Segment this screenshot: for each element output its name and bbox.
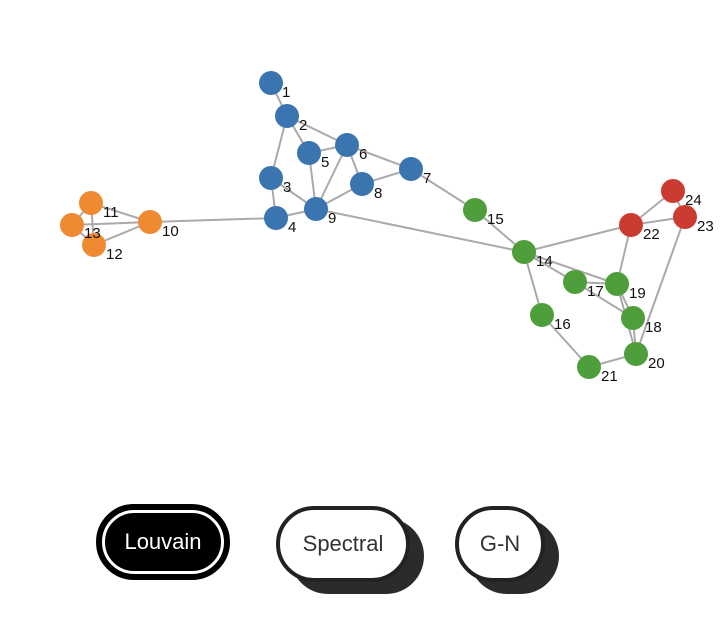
node-label-11: 11	[103, 204, 119, 221]
node-label-21: 21	[601, 368, 618, 385]
spectral-button[interactable]: Spectral	[276, 506, 410, 582]
node-circle-24[interactable]	[661, 179, 685, 203]
node-circle-3[interactable]	[259, 166, 283, 190]
node-circle-6[interactable]	[335, 133, 359, 157]
node-label-1: 1	[282, 84, 290, 101]
node-20[interactable]: 20	[624, 342, 665, 372]
node-circle-10[interactable]	[138, 210, 162, 234]
node-21[interactable]: 21	[577, 355, 618, 385]
node-11[interactable]: 11	[79, 191, 119, 221]
node-circle-12[interactable]	[82, 233, 106, 257]
edge-14-22	[523, 224, 632, 253]
node-circle-23[interactable]	[673, 205, 697, 229]
node-circle-2[interactable]	[275, 104, 299, 128]
node-19[interactable]: 19	[605, 272, 646, 302]
node-5[interactable]: 5	[297, 141, 329, 171]
node-15[interactable]: 15	[463, 198, 504, 228]
node-label-6: 6	[359, 146, 367, 163]
node-label-14: 14	[536, 253, 553, 270]
node-circle-17[interactable]	[563, 270, 587, 294]
louvain-button[interactable]: Louvain	[96, 504, 230, 580]
node-circle-9[interactable]	[304, 197, 328, 221]
node-24[interactable]: 24	[661, 179, 702, 209]
node-label-24: 24	[685, 192, 702, 209]
node-label-20: 20	[648, 355, 665, 372]
node-circle-4[interactable]	[264, 206, 288, 230]
edge-10-13	[71, 221, 151, 226]
node-label-16: 16	[554, 316, 571, 333]
node-label-18: 18	[645, 319, 662, 336]
node-1[interactable]: 1	[259, 71, 290, 101]
edge-7-15	[410, 168, 476, 211]
node-18[interactable]: 18	[621, 306, 662, 336]
node-2[interactable]: 2	[275, 104, 307, 134]
node-17[interactable]: 17	[563, 270, 604, 300]
node-circle-5[interactable]	[297, 141, 321, 165]
node-circle-14[interactable]	[512, 240, 536, 264]
node-label-15: 15	[487, 211, 504, 228]
node-9[interactable]: 9	[304, 197, 336, 227]
node-7[interactable]: 7	[399, 157, 431, 187]
edge-9-14	[315, 208, 525, 253]
edge-23-20	[635, 216, 686, 355]
node-22[interactable]: 22	[619, 213, 660, 243]
node-label-19: 19	[629, 285, 646, 302]
node-label-12: 12	[106, 246, 123, 263]
node-circle-18[interactable]	[621, 306, 645, 330]
node-14[interactable]: 14	[512, 240, 553, 270]
node-16[interactable]: 16	[530, 303, 571, 333]
node-6[interactable]: 6	[335, 133, 367, 163]
node-4[interactable]: 4	[264, 206, 296, 236]
node-label-13: 13	[84, 225, 101, 242]
node-circle-19[interactable]	[605, 272, 629, 296]
girvan-newman-button[interactable]: G-N	[455, 506, 545, 582]
node-label-22: 22	[643, 226, 660, 243]
node-circle-7[interactable]	[399, 157, 423, 181]
node-label-17: 17	[587, 283, 604, 300]
node-label-10: 10	[162, 223, 179, 240]
node-circle-1[interactable]	[259, 71, 283, 95]
node-label-4: 4	[288, 219, 296, 236]
node-circle-13[interactable]	[60, 213, 84, 237]
node-circle-15[interactable]	[463, 198, 487, 222]
node-13[interactable]: 13	[60, 213, 101, 242]
node-23[interactable]: 23	[673, 205, 714, 235]
node-label-7: 7	[423, 170, 431, 187]
edge-14-19	[523, 251, 618, 285]
node-circle-16[interactable]	[530, 303, 554, 327]
node-label-2: 2	[299, 117, 307, 134]
node-10[interactable]: 10	[138, 210, 179, 240]
node-label-5: 5	[321, 154, 329, 171]
node-label-23: 23	[697, 218, 714, 235]
node-3[interactable]: 3	[259, 166, 291, 196]
node-circle-21[interactable]	[577, 355, 601, 379]
edge-4-10	[149, 217, 277, 223]
node-circle-11[interactable]	[79, 191, 103, 215]
node-circle-8[interactable]	[350, 172, 374, 196]
node-label-8: 8	[374, 185, 382, 202]
node-12[interactable]: 12	[82, 233, 123, 263]
node-circle-20[interactable]	[624, 342, 648, 366]
node-label-3: 3	[283, 179, 291, 196]
node-label-9: 9	[328, 210, 336, 227]
node-8[interactable]: 8	[350, 172, 382, 202]
node-circle-22[interactable]	[619, 213, 643, 237]
